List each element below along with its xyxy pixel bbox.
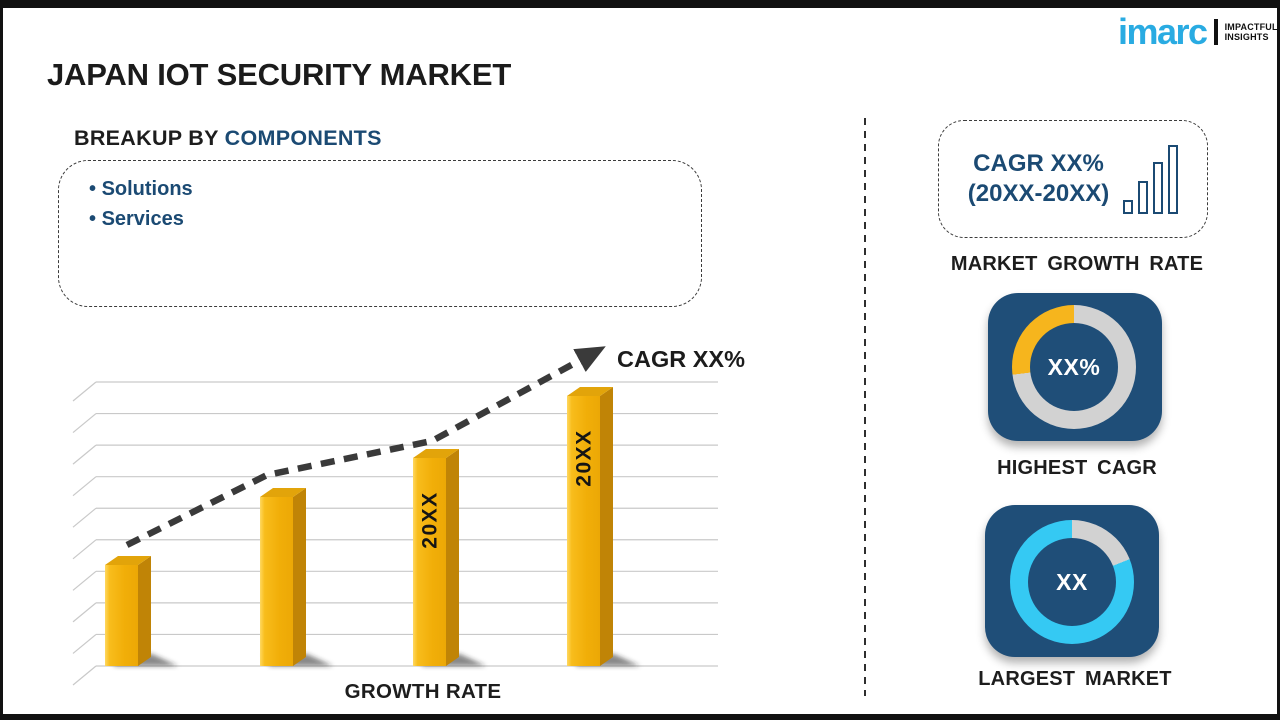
- logo-tagline: IMPACTFUL INSIGHTS: [1225, 22, 1278, 42]
- bar-top-face: [260, 488, 306, 497]
- gridline-depth-tick: [72, 539, 97, 560]
- section-heading-prefix: BREAKUP BY: [74, 126, 225, 150]
- trend-line: [125, 346, 606, 548]
- logo-tagline-line1: IMPACTFUL: [1224, 22, 1278, 32]
- components-box: Solutions Services: [58, 160, 702, 307]
- gridline-depth-tick: [72, 570, 97, 591]
- cagr-box-line1: CAGR XX%: [973, 150, 1104, 177]
- bar-front-face: [105, 565, 138, 666]
- bar-side-face: [138, 556, 151, 666]
- vertical-dashed-divider: [864, 118, 866, 696]
- growth-bar-chart: 20XX 20XX CAGR XX% GROWTH RATE: [72, 346, 745, 703]
- highest-cagr-tile: XX%: [988, 293, 1162, 441]
- bar-front-face: [413, 458, 446, 666]
- chart-xlabel: GROWTH RATE: [345, 680, 502, 703]
- largest-market-donut: XX: [1010, 520, 1134, 644]
- trend-label: CAGR XX%: [617, 346, 745, 372]
- bar-icon-segment: [1168, 145, 1179, 214]
- gridline-depth-tick: [72, 381, 97, 402]
- bar-side-face: [293, 488, 306, 666]
- cagr-box-line2: (20XX-20XX): [967, 180, 1110, 207]
- bar-label: 20XX: [419, 491, 442, 548]
- gridline-depth-tick: [72, 602, 97, 623]
- bar-icon-segment: [1138, 181, 1149, 214]
- ascending-bars-icon: [1123, 144, 1179, 214]
- bar-icon-segment: [1153, 162, 1164, 214]
- highest-cagr-value: XX%: [1030, 323, 1118, 411]
- list-item: Services: [89, 204, 701, 234]
- market-growth-rate-box: CAGR XX% (20XX-20XX): [938, 120, 1208, 238]
- bar-side-face: [446, 449, 459, 666]
- largest-market-value: XX: [1028, 538, 1116, 626]
- gridline-depth-tick: [72, 476, 97, 497]
- cagr-box-text: CAGR XX% (20XX-20XX): [968, 149, 1109, 209]
- bar-top-face: [567, 387, 613, 396]
- logo-brand-text: imarc: [1118, 11, 1208, 52]
- gridline-depth-tick: [72, 413, 97, 434]
- highest-cagr-caption: HIGHEST CAGR: [997, 457, 1157, 479]
- imarc-logo: imarc IMPACTFUL INSIGHTS: [1118, 14, 1278, 50]
- section-heading: BREAKUP BY COMPONENTS: [74, 126, 382, 151]
- market-growth-rate-caption: MARKET GROWTH RATE: [950, 253, 1204, 275]
- largest-market-tile: XX: [985, 505, 1159, 657]
- section-heading-highlight: COMPONENTS: [224, 126, 382, 150]
- bar-side-face: [600, 387, 613, 666]
- bar-icon-segment: [1123, 200, 1134, 214]
- bar-top-face: [413, 449, 459, 458]
- logo-divider-bar: [1213, 19, 1218, 45]
- gridline-depth-tick: [72, 507, 97, 528]
- bar-front-face: [260, 497, 293, 666]
- gridline-depth-tick: [72, 633, 97, 654]
- list-item: Solutions: [89, 174, 701, 204]
- bar-front-face: [567, 396, 600, 666]
- logo-tagline-line2: INSIGHTS: [1224, 32, 1269, 42]
- components-list: Solutions Services: [89, 174, 701, 234]
- bar-label: 20XX: [573, 429, 596, 486]
- largest-market-caption: LARGEST MARKET: [978, 668, 1172, 690]
- bar-top-face: [105, 556, 151, 565]
- highest-cagr-donut: XX%: [1012, 305, 1136, 429]
- gridline-depth-tick: [72, 444, 97, 465]
- gridline-depth-tick: [72, 665, 97, 686]
- page-title: JAPAN IOT SECURITY MARKET: [47, 57, 512, 92]
